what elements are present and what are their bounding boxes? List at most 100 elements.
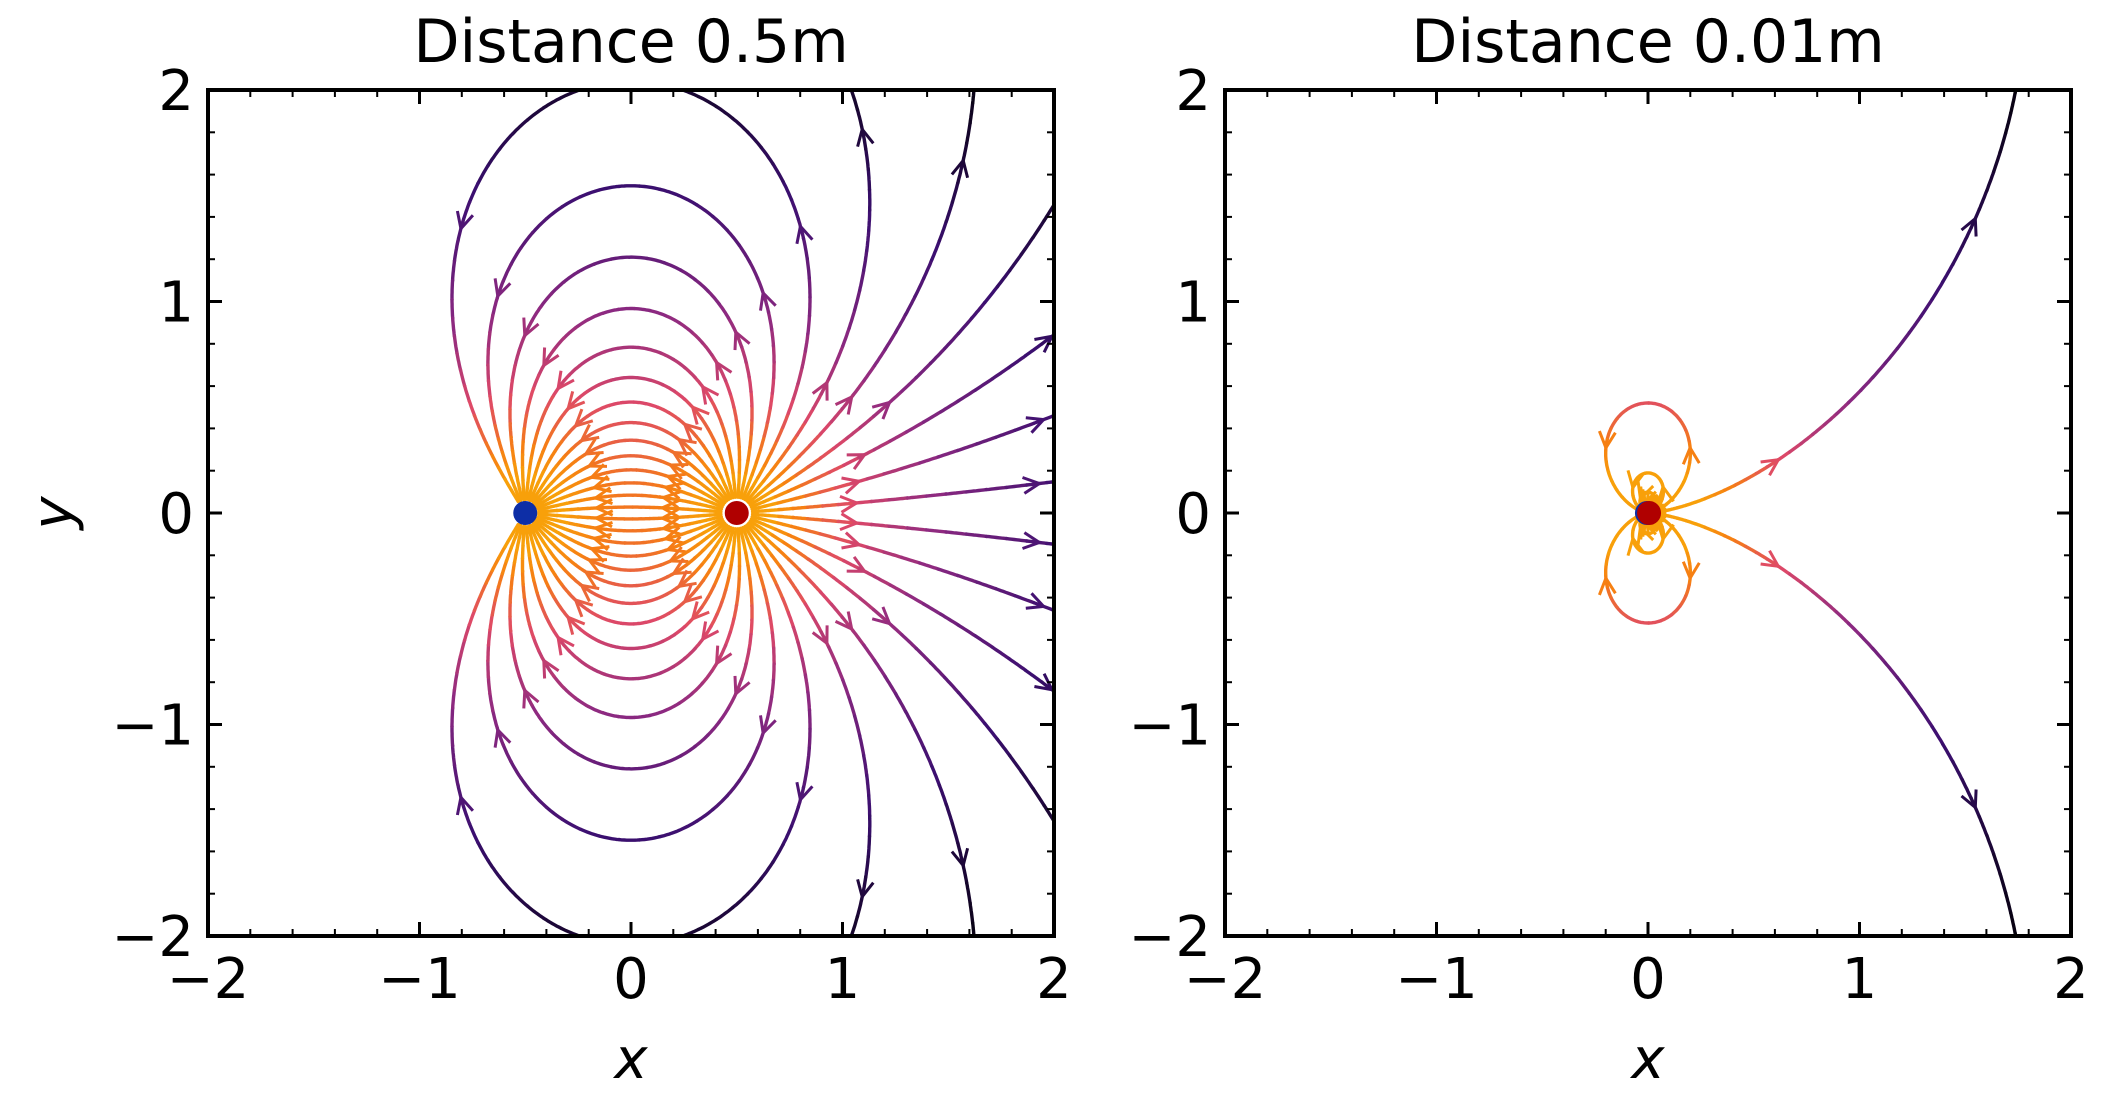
- field-line-segment: [1960, 778, 1973, 800]
- field-arrow: [856, 879, 875, 900]
- field-line-segment: [544, 516, 559, 523]
- field-line-segment: [1693, 522, 1707, 530]
- field-line-segment: [508, 587, 513, 605]
- field-line-segment: [521, 531, 526, 548]
- field-line-segment: [805, 256, 811, 280]
- field-line-segment: [462, 623, 471, 642]
- field-line-segment: [749, 535, 760, 551]
- field-arrow: [670, 450, 692, 469]
- field-line-segment: [562, 686, 577, 700]
- field-line-segment: [708, 515, 723, 521]
- field-line-segment: [709, 532, 721, 545]
- field-line-segment: [803, 332, 810, 353]
- field-line-segment: [548, 526, 562, 536]
- field-line-segment: [678, 744, 697, 758]
- field-line-segment: [634, 438, 649, 444]
- field-line-segment: [450, 706, 455, 729]
- field-line-segment: [1119, 58, 1127, 77]
- field-line-segment: [508, 421, 513, 439]
- field-line-segment: [1167, 786, 1182, 800]
- field-line-segment: [501, 743, 513, 764]
- field-line-segment: [567, 481, 581, 490]
- field-line-segment: [756, 546, 767, 562]
- field-line-segment: [508, 393, 513, 412]
- field-line-segment: [522, 524, 526, 536]
- field-line-segment: [476, 840, 490, 862]
- field-line-segment: [486, 858, 502, 879]
- field-line-segment: [567, 536, 581, 545]
- field-line-segment: [575, 487, 589, 495]
- field-line-segment: [570, 575, 583, 587]
- field-line-segment: [554, 455, 566, 468]
- field-line-segment: [545, 520, 559, 528]
- field-line-segment: [1085, 132, 1094, 150]
- field-line-segment: [534, 518, 542, 524]
- field-line-segment: [533, 461, 541, 477]
- field-arrow: [565, 391, 586, 412]
- field-line-segment: [774, 527, 791, 537]
- field-line-segment: [1067, 546, 1087, 549]
- field-line-segment: [1647, 401, 1663, 407]
- field-line-segment: [617, 184, 642, 189]
- field-line-segment: [712, 573, 721, 588]
- field-line-segment: [995, 268, 1012, 289]
- field-line-segment: [555, 508, 570, 513]
- field-line-segment: [841, 678, 851, 700]
- field-line-segment: [782, 473, 798, 485]
- field-line-segment: [676, 515, 690, 519]
- field-line-segment: [467, 608, 477, 627]
- x-tick-label: −2: [1184, 947, 1267, 1012]
- field-line-segment: [632, 421, 647, 426]
- field-line-segment: [661, 633, 677, 643]
- field-line-segment: [552, 336, 566, 352]
- field-line-segment: [500, 450, 509, 467]
- field-line-segment: [968, 101, 975, 125]
- field-line-segment: [1168, 559, 1183, 561]
- field-line-segment: [450, 743, 457, 767]
- field-line-segment: [749, 418, 754, 436]
- field-line-segment: [525, 904, 546, 920]
- field-line-segment: [765, 601, 772, 620]
- field-arrow: [1598, 430, 1617, 452]
- field-line-segment: [509, 573, 515, 591]
- field-line-segment: [527, 622, 536, 640]
- field-line-segment: [537, 514, 548, 520]
- field-line-segment: [1007, 354, 1028, 370]
- field-line-segment: [827, 361, 838, 381]
- field-line-segment: [573, 453, 587, 463]
- field-arrow: [1626, 535, 1645, 557]
- field-line-segment: [728, 392, 736, 409]
- field-line-segment: [851, 629, 866, 647]
- field-arrow: [556, 634, 575, 656]
- field-line-segment: [570, 468, 583, 478]
- field-line-segment: [619, 621, 636, 626]
- field-line-segment: [1859, 634, 1875, 651]
- field-line-segment: [714, 478, 724, 492]
- field-line-segment: [806, 557, 823, 570]
- field-line-segment: [806, 690, 812, 712]
- field-line-segment: [787, 576, 799, 593]
- field-line-segment: [598, 423, 613, 432]
- field-line-segment: [867, 794, 872, 818]
- field-line-segment: [727, 563, 733, 580]
- field-line-segment: [560, 582, 571, 596]
- field-line-segment: [503, 477, 514, 493]
- field-line-segment: [544, 512, 559, 518]
- field-line-segment: [684, 443, 696, 455]
- field-line-segment: [700, 669, 714, 685]
- field-line-segment: [750, 515, 767, 522]
- field-line-segment: [597, 834, 621, 842]
- field-line-segment: [747, 492, 761, 505]
- field-line-segment: [602, 672, 620, 680]
- field-line-segment: [1678, 418, 1688, 432]
- field-line-segment: [537, 561, 545, 576]
- field-arrow: [1059, 838, 1074, 856]
- field-line-segment: [490, 453, 501, 470]
- field-line-segment: [678, 468, 691, 477]
- field-line-segment: [769, 327, 776, 348]
- field-line-segment: [515, 474, 522, 491]
- field-line-segment: [552, 674, 566, 690]
- field-line-segment: [762, 293, 771, 314]
- field-line-segment: [486, 147, 502, 168]
- field-line-segment: [922, 746, 934, 769]
